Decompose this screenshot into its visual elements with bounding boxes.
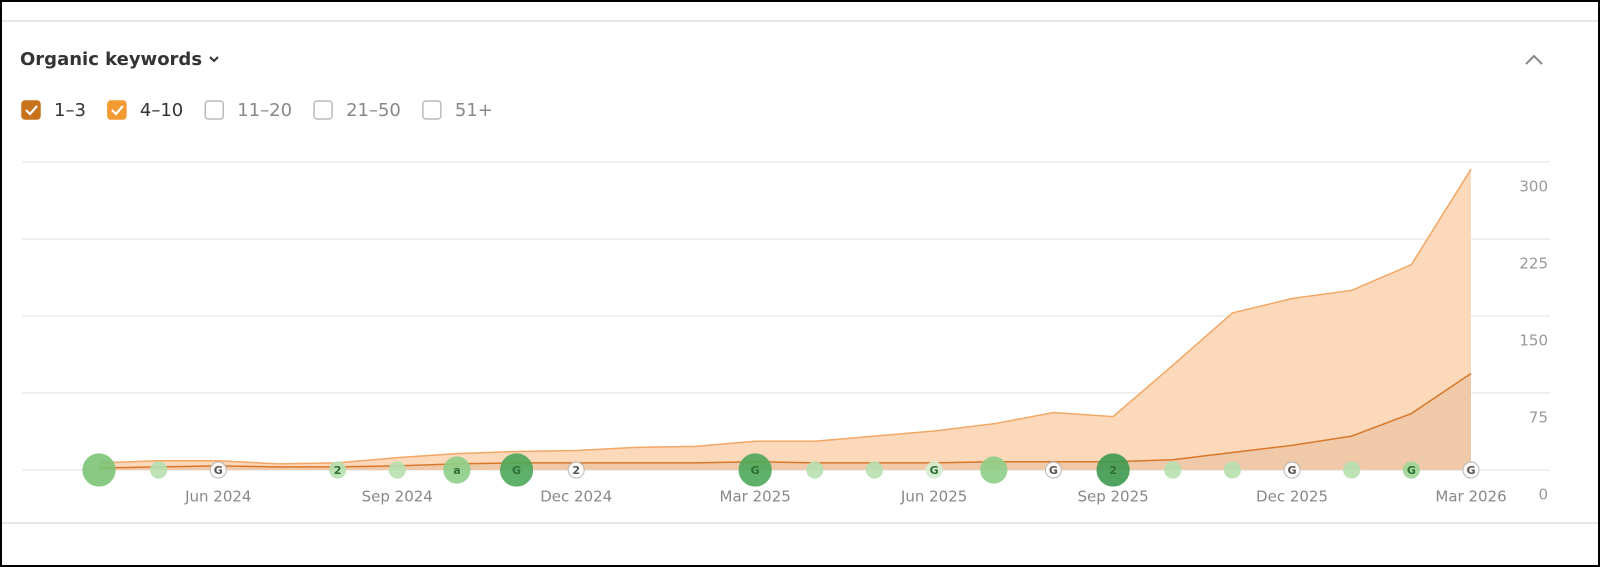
event-marker[interactable] (1462, 461, 1480, 479)
area (99, 169, 1471, 468)
checkbox[interactable] (422, 100, 442, 120)
legend-label[interactable]: 4–10 (140, 100, 183, 121)
check-icon (25, 105, 38, 116)
x-tick-label: Jun 2025 (900, 488, 967, 506)
y-tick-label: 225 (1519, 255, 1548, 273)
event-marker[interactable] (1402, 461, 1420, 479)
event-marker[interactable] (1223, 461, 1241, 479)
x-tick-label: Sep 2025 (1077, 488, 1148, 506)
event-marker[interactable] (388, 461, 406, 479)
checkbox[interactable] (21, 100, 41, 120)
event-label: 2 (1109, 464, 1117, 477)
event-marker[interactable] (1343, 461, 1361, 479)
event-marker[interactable] (499, 453, 534, 487)
event-label: G (930, 464, 939, 477)
event-marker[interactable] (209, 461, 227, 479)
x-tick-label: Dec 2024 (540, 488, 612, 506)
y-tick-label: 300 (1519, 178, 1548, 196)
event-label: 2 (572, 464, 580, 477)
event-marker[interactable] (1283, 461, 1301, 479)
event-marker[interactable] (1164, 461, 1182, 479)
event-marker[interactable] (82, 453, 116, 487)
title[interactable]: Organic keywords (20, 49, 202, 70)
legend-label[interactable]: 51+ (455, 100, 493, 121)
event-marker[interactable] (567, 461, 585, 479)
event-marker[interactable] (865, 461, 884, 479)
checkbox[interactable] (107, 100, 127, 120)
event-marker[interactable] (980, 456, 1008, 484)
event-marker[interactable] (329, 461, 347, 479)
check-icon (111, 105, 124, 116)
event-label: G (1049, 464, 1058, 477)
y-tick-label: 75 (1529, 409, 1548, 427)
event-marker[interactable] (738, 453, 772, 487)
x-tick-label: Mar 2026 (1435, 488, 1506, 506)
x-tick-label: Sep 2024 (362, 488, 433, 506)
collapse-icon[interactable] (1525, 54, 1543, 65)
x-tick-label: Dec 2025 (1256, 488, 1328, 506)
legend-label[interactable]: 1–3 (54, 100, 86, 121)
checkbox[interactable] (313, 100, 333, 120)
checkbox[interactable] (204, 100, 225, 120)
area (99, 373, 1471, 470)
x-tick-label: Jun 2024 (184, 488, 251, 506)
event-marker[interactable] (443, 456, 471, 484)
event-label: G (214, 464, 223, 477)
event-label: G (512, 464, 521, 477)
dropdown-icon[interactable] (209, 56, 219, 63)
event-marker[interactable] (1096, 453, 1130, 487)
area-line (98, 168, 1472, 465)
legend-label[interactable]: 11–20 (237, 100, 292, 121)
event-marker[interactable] (925, 461, 943, 479)
legend-label[interactable]: 21–50 (346, 100, 401, 121)
event-marker[interactable] (150, 461, 168, 479)
y-tick-label: 0 (1538, 486, 1548, 504)
event-marker[interactable] (806, 461, 824, 479)
area-line (98, 372, 1472, 469)
event-marker[interactable] (1044, 461, 1063, 479)
y-tick-label: 150 (1519, 332, 1548, 350)
event-label: 2 (334, 464, 342, 477)
x-tick-label: Mar 2025 (720, 488, 791, 506)
event-label: G (1466, 464, 1475, 477)
event-label: a (453, 464, 460, 477)
event-label: G (751, 464, 760, 477)
event-label: G (1407, 464, 1416, 477)
event-label: G (1288, 464, 1297, 477)
